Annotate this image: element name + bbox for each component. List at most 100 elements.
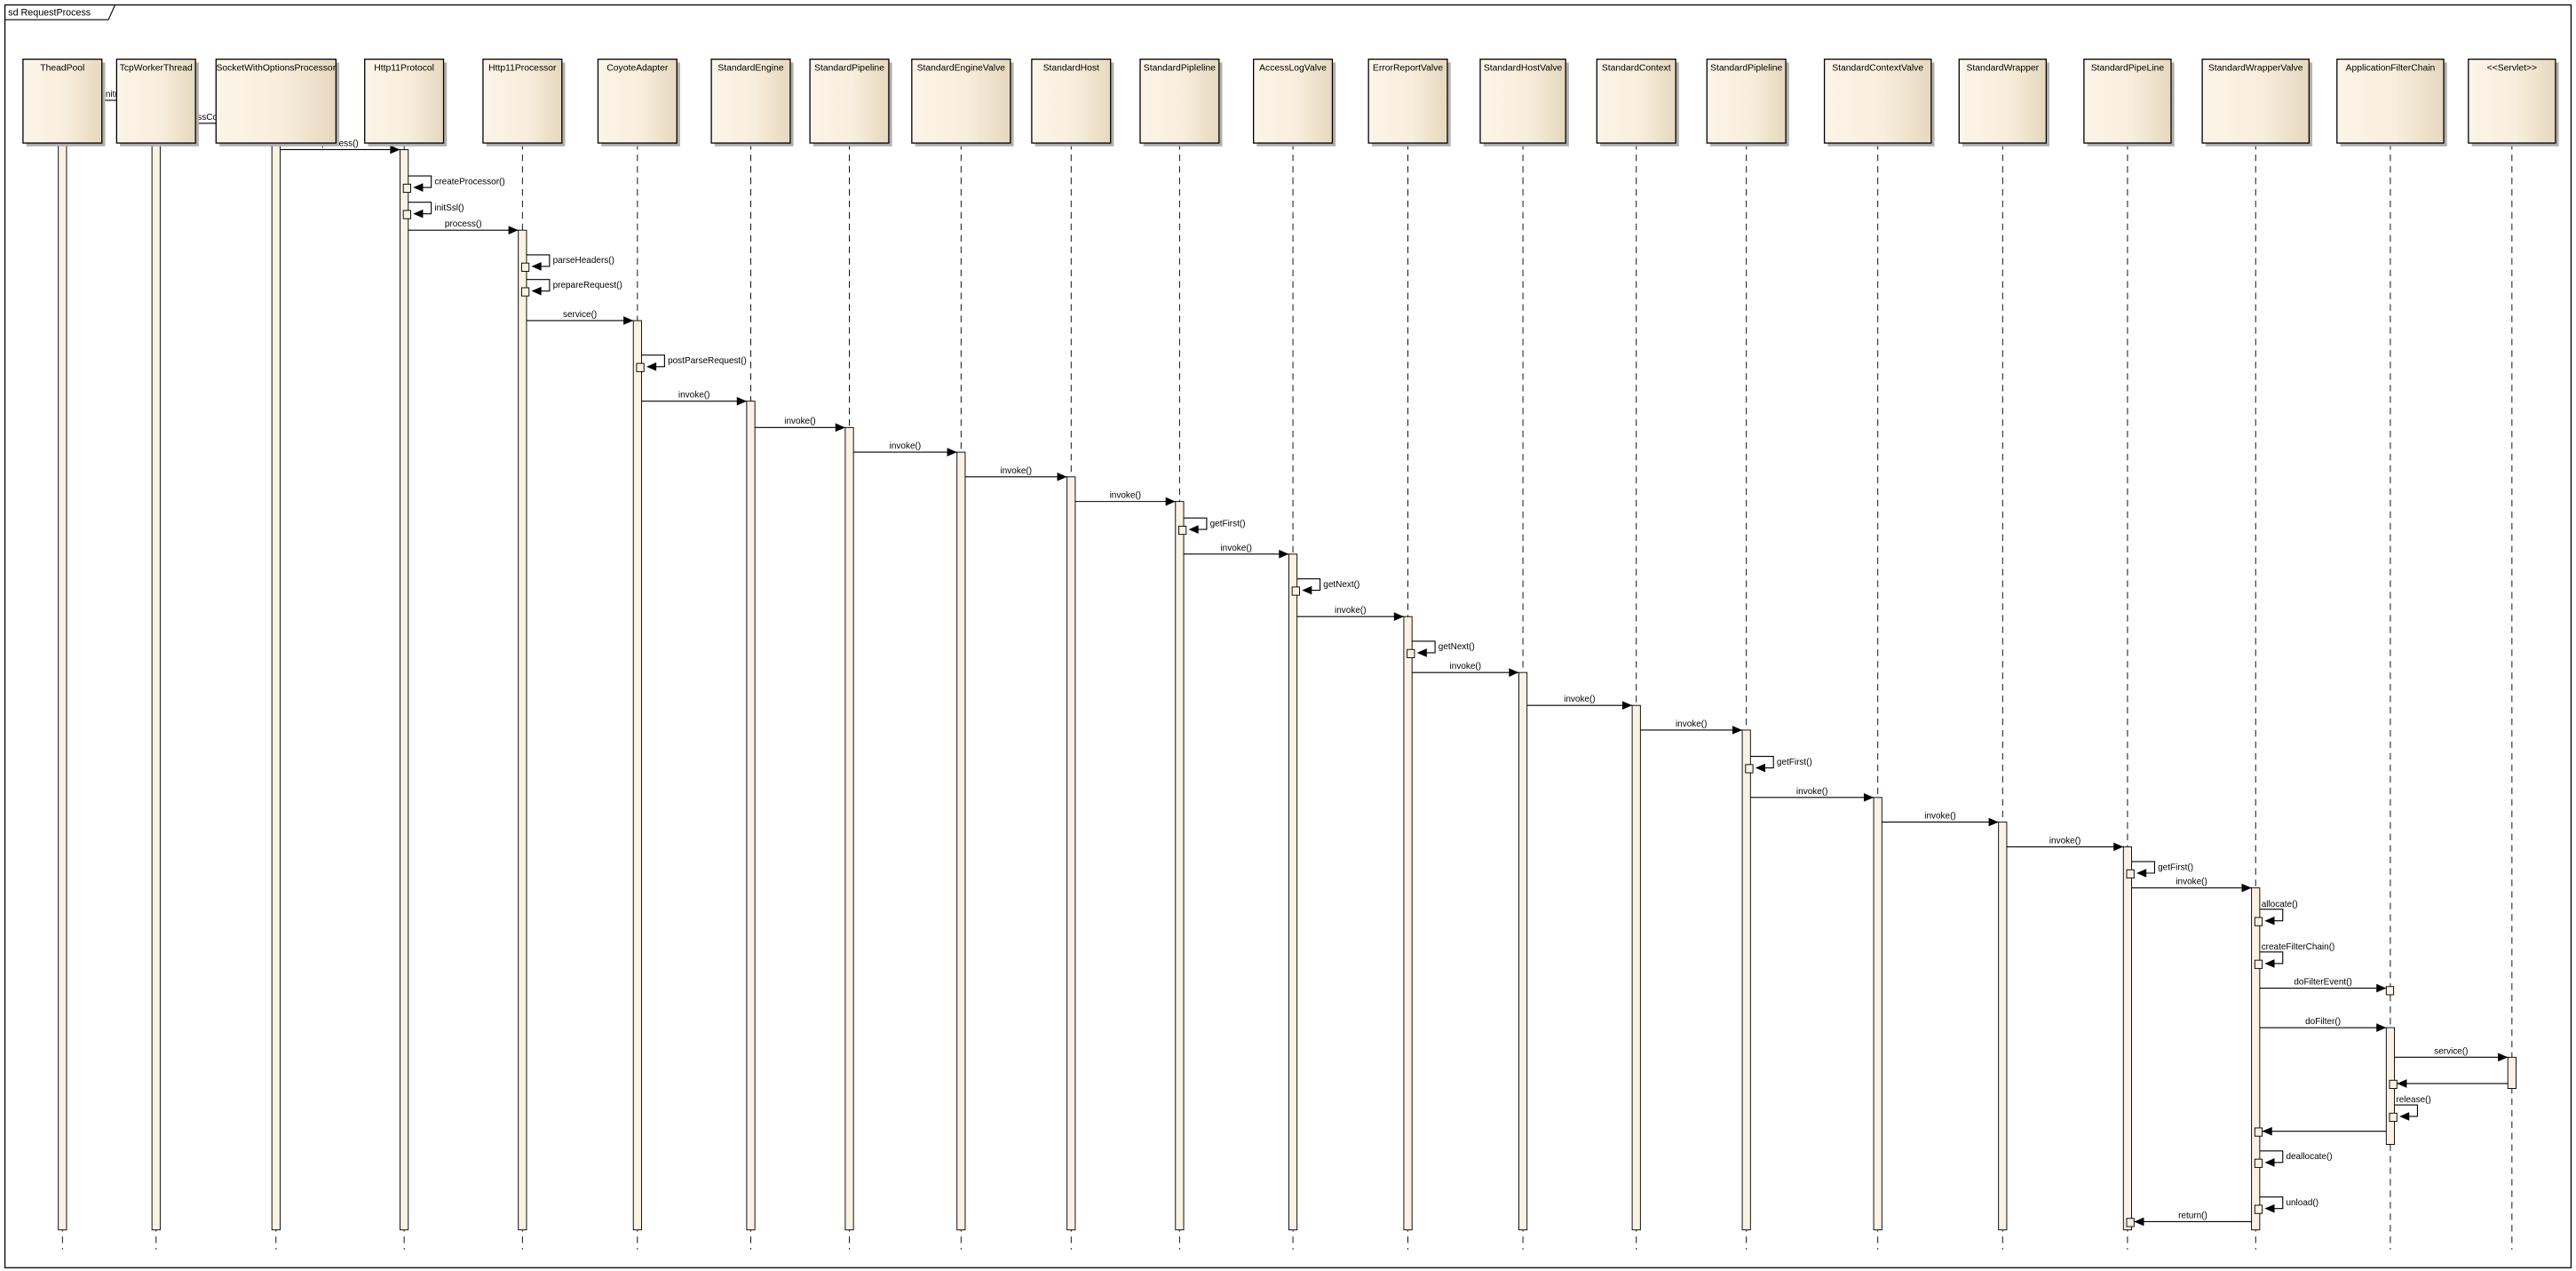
message-line [2259, 951, 2284, 965]
self-message[interactable]: prepareRequest() [520, 279, 622, 297]
activation-bar [151, 99, 161, 1231]
participant[interactable]: TcpWorkerThread [115, 58, 199, 147]
message[interactable]: invoke() [1750, 787, 1875, 802]
message-label: invoke() [1001, 466, 1033, 476]
participant[interactable]: StandardWrapper [1958, 58, 2050, 147]
message-label: createProcessor() [434, 177, 504, 187]
message[interactable]: doFilter() [2259, 1017, 2387, 1032]
participant[interactable]: StandardPipeline [809, 58, 892, 147]
activation-bar [844, 426, 854, 1231]
arrowhead-icon [1622, 701, 1633, 710]
participant[interactable]: StandardPipleline [1706, 58, 1789, 147]
participant[interactable]: CoyoteAdapter [597, 58, 680, 147]
self-message[interactable]: initSsl() [402, 202, 464, 219]
self-message[interactable]: getNext() [1291, 578, 1359, 596]
message[interactable]: invoke() [1526, 695, 1633, 710]
participant[interactable]: StandardPipeLine [2083, 58, 2175, 147]
arrowhead-icon [2376, 983, 2387, 993]
self-message[interactable]: deallocate() [2254, 1150, 2333, 1168]
participant[interactable]: ErrorReportValve [1367, 58, 1451, 147]
participant[interactable]: StandardPipleline [1139, 58, 1223, 147]
activation-bar [2254, 1127, 2263, 1137]
participant[interactable]: TheadPool [22, 58, 106, 147]
message[interactable]: service() [2394, 1046, 2509, 1062]
self-message[interactable]: release() [2389, 1095, 2431, 1123]
activation-bar [1518, 671, 1528, 1231]
message-label: postParseRequest() [668, 356, 747, 366]
arrowhead-icon [1279, 550, 1289, 559]
message-line [2259, 1150, 2284, 1164]
participant-box [1823, 58, 1932, 144]
participant[interactable]: <<Servlet>> [2468, 58, 2559, 147]
arrowhead-icon [1732, 726, 1743, 735]
participant-box [1031, 58, 1112, 144]
diagram-frame [4, 4, 2572, 1268]
arrowhead-icon [736, 396, 747, 406]
message[interactable]: invoke() [1296, 606, 1404, 622]
message[interactable]: invoke() [1882, 812, 1999, 827]
participant-box [2083, 58, 2172, 144]
return-message[interactable] [2389, 1079, 2509, 1089]
self-message[interactable]: parseHeaders() [520, 254, 614, 272]
self-message[interactable]: getFirst() [1745, 756, 1812, 774]
self-message[interactable]: allocate() [2254, 900, 2298, 926]
participant-box [1958, 58, 2047, 144]
participant[interactable]: AccessLogValve [1252, 58, 1336, 147]
self-message[interactable]: getFirst() [1178, 517, 1246, 536]
message-label: invoke() [1220, 544, 1252, 553]
participant[interactable]: StandardHostValve [1479, 58, 1569, 147]
participant[interactable]: Http11Processor [482, 58, 566, 147]
participant[interactable]: SocketWithOptionsProcessor [215, 58, 340, 147]
message[interactable]: invoke() [2131, 878, 2252, 893]
message-label: invoke() [1924, 812, 1956, 822]
participant[interactable]: StandardHost [1031, 58, 1114, 147]
participant-box [809, 58, 890, 144]
self-message[interactable]: createProcessor() [402, 175, 505, 194]
activation-bar [2389, 1079, 2398, 1089]
arrowhead-icon [623, 316, 634, 325]
message[interactable]: invoke() [1640, 719, 1743, 735]
self-message[interactable]: getNext() [1407, 640, 1475, 658]
message[interactable]: invoke() [2006, 836, 2124, 852]
participant-name: StandardWrapper [1967, 64, 2040, 74]
message[interactable]: doFilterEvent() [2259, 978, 2395, 996]
arrowhead-icon [1188, 525, 1199, 534]
participant[interactable]: Http11Protocol [364, 58, 448, 147]
participant[interactable]: StandardWrapperValve [2201, 58, 2313, 147]
message[interactable]: invoke() [1184, 544, 1289, 559]
activation-bar [1741, 729, 1751, 1231]
arrowhead-icon [835, 423, 845, 433]
activation-bar [1745, 764, 1754, 774]
participant[interactable]: ApplicationFilterChain [2336, 58, 2447, 147]
participant-name: TheadPool [40, 64, 84, 74]
return-message[interactable]: return() [2126, 1211, 2252, 1227]
message-label: doFilter() [2305, 1017, 2341, 1027]
message[interactable]: invoke() [1074, 491, 1176, 506]
activation-bar [1873, 797, 1882, 1231]
participant[interactable]: StandardContext [1596, 58, 1679, 147]
participant[interactable]: StandardContextValve [1823, 58, 1935, 147]
participant-name: StandardPipleline [1144, 64, 1216, 74]
message[interactable]: process() [280, 139, 400, 155]
message[interactable]: process() [408, 219, 519, 234]
arrowhead-icon [1057, 473, 1067, 481]
self-message[interactable]: postParseRequest() [636, 354, 747, 372]
participant-name: StandardPipeLine [2091, 64, 2165, 74]
activation-bar [1403, 616, 1413, 1231]
participant[interactable]: StandardEngine [710, 58, 794, 147]
message[interactable]: service() [526, 310, 634, 325]
message[interactable]: invoke() [853, 441, 957, 457]
self-message[interactable]: getFirst() [2126, 861, 2193, 879]
return-message[interactable] [2254, 1126, 2387, 1137]
participant[interactable]: StandardEngineValve [911, 58, 1014, 147]
message[interactable]: invoke() [755, 417, 845, 433]
message-label: invoke() [1564, 695, 1596, 704]
message-label: allocate() [2262, 900, 2298, 910]
message-line [2259, 1196, 2284, 1210]
self-message[interactable]: unload() [2254, 1196, 2318, 1214]
message[interactable]: invoke() [1412, 662, 1519, 677]
self-message[interactable]: createFilterChain() [2254, 942, 2334, 969]
message[interactable]: invoke() [964, 466, 1067, 481]
message[interactable]: invoke() [641, 391, 747, 406]
